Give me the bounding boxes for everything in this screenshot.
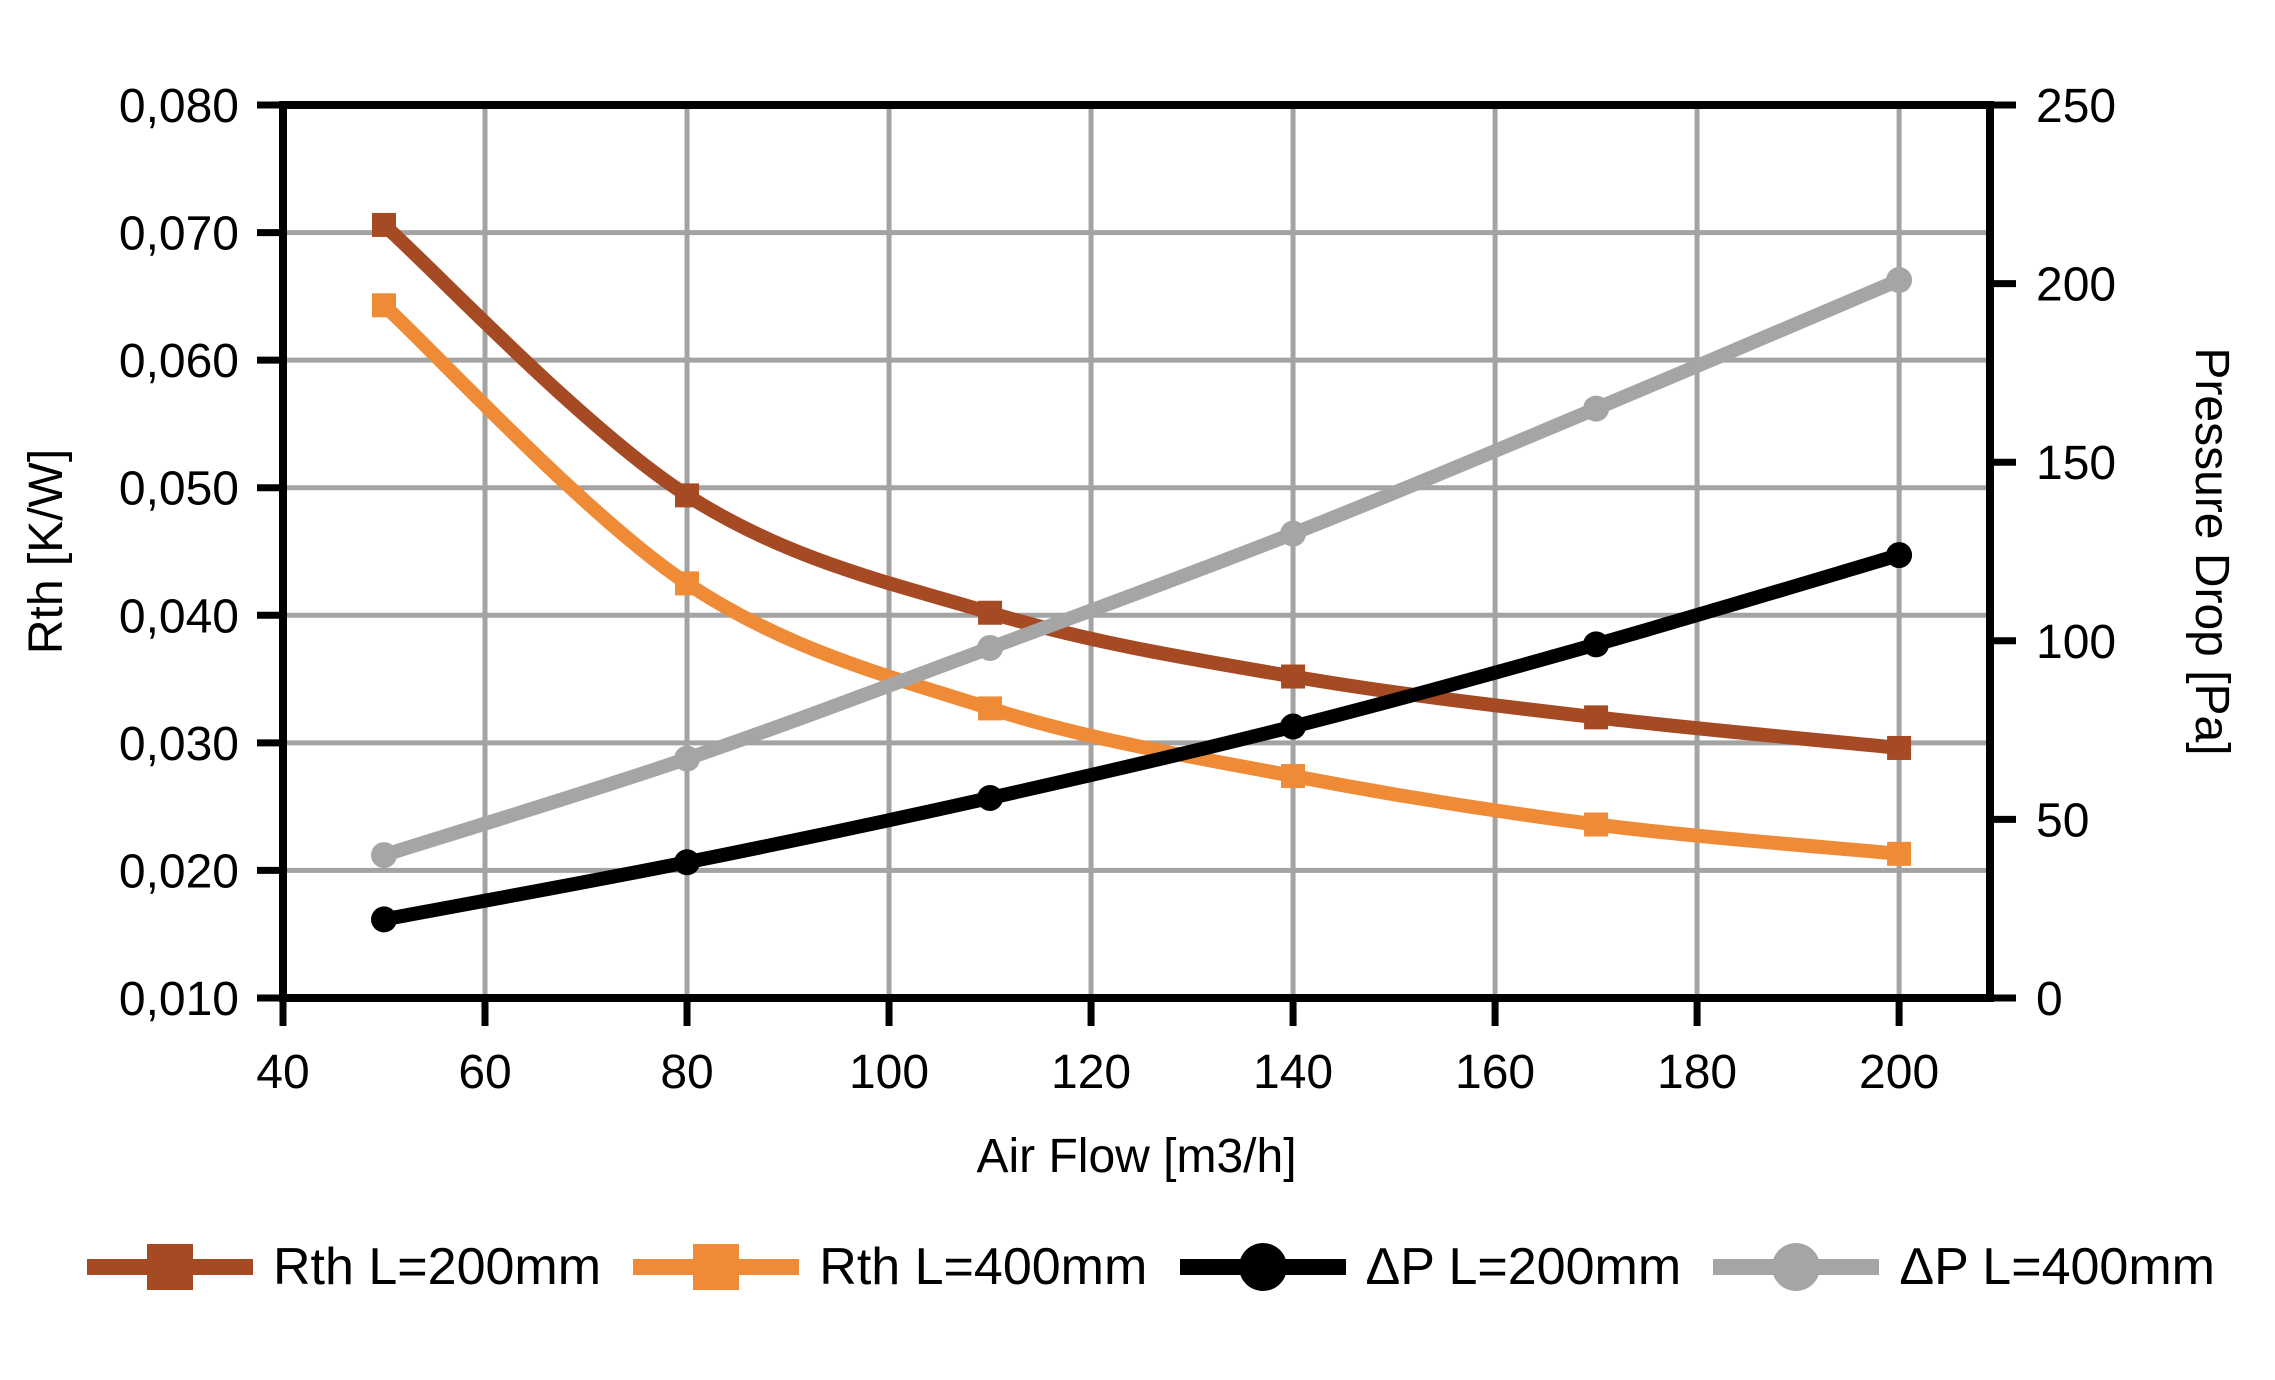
plot-border bbox=[279, 101, 1994, 1002]
series-marker-p-l-400mm bbox=[1583, 395, 1610, 422]
y-right-tick-label: 200 bbox=[2036, 259, 2116, 312]
legend-label: Rth L=200mm bbox=[273, 1238, 602, 1296]
legend: Rth L=200mm Rth L=400mm ΔP L=200mm ΔP L=400… bbox=[85, 1222, 2215, 1312]
series-line-rth-l-200mm bbox=[377, 217, 1907, 755]
series-marker-p-l-200mm bbox=[1583, 631, 1610, 658]
x-axis-title: Air Flow [m3/h] bbox=[976, 1130, 1296, 1183]
x-axis-tick-label: 100 bbox=[849, 1046, 929, 1099]
series-marker-p-l-400mm bbox=[1280, 520, 1307, 547]
series-marker-rth-l-200mm bbox=[675, 483, 700, 508]
x-axis-tick-label: 40 bbox=[256, 1046, 309, 1099]
series-line-p-l-400mm bbox=[377, 273, 1907, 863]
x-axis-tick-label: 120 bbox=[1051, 1046, 1131, 1099]
series-marker-p-l-400mm bbox=[977, 634, 1004, 661]
series-marker-p-l-400mm bbox=[1886, 267, 1913, 294]
series-line-rth-l-400mm bbox=[377, 298, 1907, 861]
series-marker-rth-l-400mm bbox=[675, 571, 700, 596]
series-marker-rth-l-400mm bbox=[1281, 764, 1306, 789]
legend-item-p-l-200mm: ΔP L=200mm bbox=[1178, 1235, 1682, 1299]
y-left-tick-label: 0,020 bbox=[119, 845, 239, 898]
legend-item-rth-l-400mm: Rth L=400mm bbox=[631, 1235, 1147, 1299]
series-marker-p-l-200mm bbox=[1280, 713, 1307, 740]
legend-item-p-l-400mm: ΔP L=400mm bbox=[1711, 1235, 2215, 1299]
legend-label: ΔP L=400mm bbox=[1899, 1238, 2215, 1296]
x-axis-tick-label: 140 bbox=[1253, 1046, 1333, 1099]
series-marker-rth-l-400mm bbox=[372, 293, 397, 318]
x-axis-tick-label: 200 bbox=[1859, 1046, 1939, 1099]
y-left-tick-label: 0,050 bbox=[119, 463, 239, 516]
series-marker-p-l-200mm bbox=[674, 849, 701, 876]
y-right-tick-label: 150 bbox=[2036, 437, 2116, 490]
legend-marker-square-icon bbox=[87, 1244, 253, 1290]
series-marker-rth-l-400mm bbox=[1584, 812, 1609, 837]
legend-marker-circle-icon bbox=[1713, 1243, 1880, 1291]
x-axis-tick-label: 180 bbox=[1657, 1046, 1737, 1099]
y-right-tick-label: 100 bbox=[2036, 616, 2116, 669]
series-marker-rth-l-200mm bbox=[372, 212, 397, 237]
y-left-axis-title: Rth [K/W] bbox=[20, 449, 73, 654]
y-left-tick-label: 0,030 bbox=[119, 718, 239, 771]
y-right-tick-label: 250 bbox=[2036, 80, 2116, 133]
series-marker-p-l-400mm bbox=[371, 842, 398, 869]
series-marker-rth-l-200mm bbox=[1887, 735, 1912, 760]
legend-label: ΔP L=200mm bbox=[1365, 1238, 1682, 1296]
legend-item-rth-l-200mm: Rth L=200mm bbox=[85, 1235, 601, 1299]
series-marker-p-l-400mm bbox=[674, 745, 701, 772]
y-right-tick-label: 50 bbox=[2036, 794, 2089, 847]
y-left-tick-label: 0,070 bbox=[119, 208, 239, 261]
series-marker-rth-l-200mm bbox=[1281, 664, 1306, 689]
series-marker-p-l-200mm bbox=[1886, 542, 1913, 569]
y-left-tick-label: 0,060 bbox=[119, 335, 239, 388]
x-axis-tick-label: 80 bbox=[660, 1046, 713, 1099]
legend-marker-circle-icon bbox=[1179, 1243, 1346, 1291]
x-axis-tick-label: 160 bbox=[1455, 1046, 1535, 1099]
series-marker-rth-l-400mm bbox=[978, 696, 1003, 721]
y-right-axis-title: Pressure Drop [Pa] bbox=[2185, 347, 2238, 755]
y-right-tick-label: 0 bbox=[2036, 973, 2063, 1026]
series-line-p-l-200mm bbox=[377, 548, 1907, 927]
series-marker-rth-l-200mm bbox=[978, 600, 1003, 625]
x-axis-tick-label: 60 bbox=[458, 1046, 511, 1099]
y-left-tick-label: 0,010 bbox=[119, 973, 239, 1026]
series-marker-p-l-200mm bbox=[977, 784, 1004, 811]
series-marker-rth-l-200mm bbox=[1584, 705, 1609, 730]
legend-marker-square-icon bbox=[633, 1244, 800, 1290]
legend-label: Rth L=400mm bbox=[819, 1238, 1148, 1296]
series-marker-rth-l-400mm bbox=[1887, 841, 1912, 866]
series-marker-p-l-200mm bbox=[371, 906, 398, 933]
y-left-tick-label: 0,040 bbox=[119, 590, 239, 643]
y-left-tick-label: 0,080 bbox=[119, 80, 239, 133]
